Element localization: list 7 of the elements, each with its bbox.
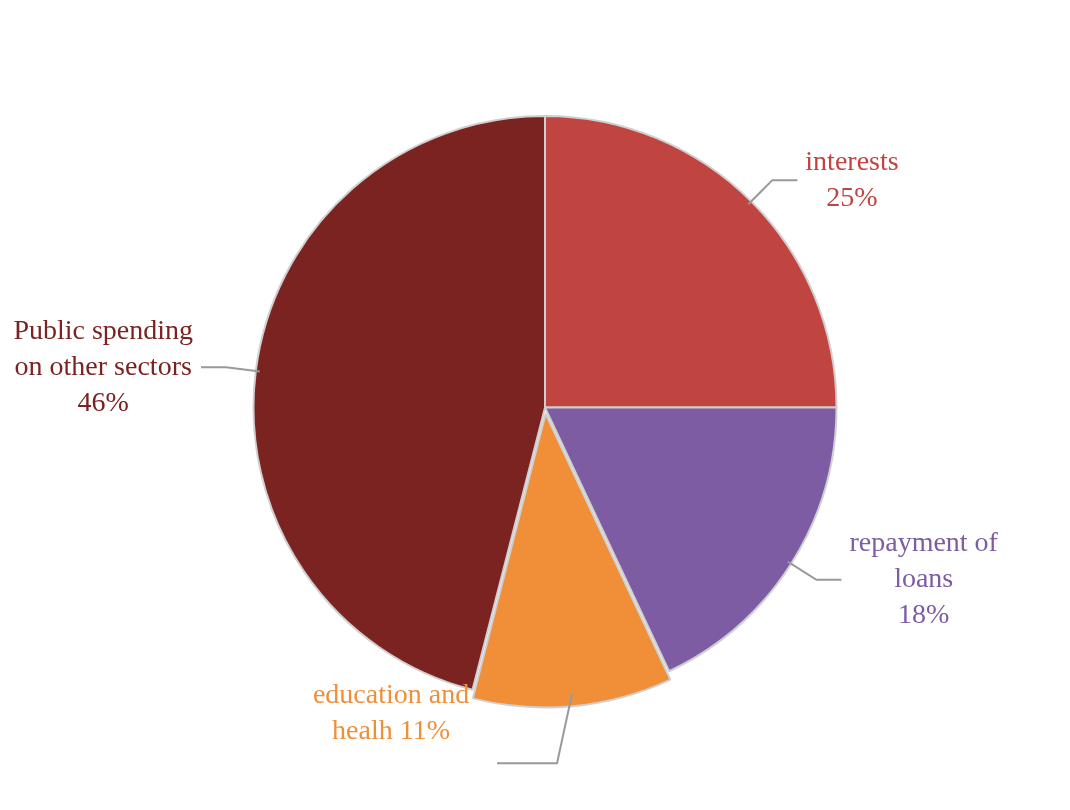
slice-label: Public spending on other sectors [13,313,194,381]
slice-label: interests [805,144,899,176]
slice-label: education and healh 11% [312,677,470,745]
slice-label: repayment of loans [849,526,999,594]
data-label: 25% [826,180,878,212]
data-label: 46% [77,385,129,417]
data-label: 18% [898,598,950,630]
